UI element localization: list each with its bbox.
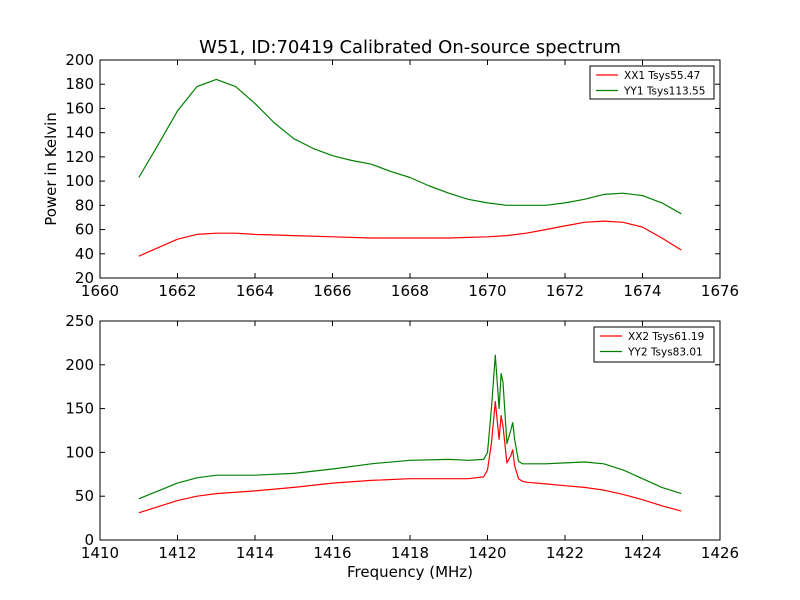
x-tick-label: 1416 [313, 544, 351, 562]
x-tick-label: 1666 [313, 282, 351, 300]
x-tick-label: 1670 [468, 282, 506, 300]
x-tick-label: 1410 [81, 544, 119, 562]
y-tick-label: 60 [75, 221, 94, 239]
y-axis-label: Power in Kelvin [42, 112, 60, 226]
x-tick-label: 1424 [623, 544, 661, 562]
x-tick-label: 1418 [391, 544, 429, 562]
series-line-1-1 [138, 220, 682, 257]
y-tick-label: 250 [65, 312, 94, 330]
y-tick-label: 50 [75, 487, 94, 505]
y-tick-label: 100 [65, 443, 94, 461]
x-tick-label: 1672 [546, 282, 584, 300]
y-tick-label: 150 [65, 400, 94, 418]
y-tick-label: 200 [65, 356, 94, 374]
legend-box-2 [593, 326, 715, 363]
series-line-2-1 [138, 401, 682, 514]
y-tick-label: 120 [65, 148, 94, 166]
y-tick-label: 0 [84, 531, 94, 549]
x-tick-label: 1420 [468, 544, 506, 562]
y-tick-label: 180 [65, 75, 94, 93]
x-tick-label: 1660 [81, 282, 119, 300]
y-tick-label: 40 [75, 245, 94, 263]
x-axis-label: Frequency (MHz) [347, 563, 473, 581]
x-tick-label: 1426 [701, 544, 739, 562]
y-tick-label: 140 [65, 124, 94, 142]
x-tick-label: 1664 [236, 282, 274, 300]
x-tick-label: 1662 [158, 282, 196, 300]
series-line-2-2 [138, 354, 682, 500]
y-tick-label: 100 [65, 172, 94, 190]
x-tick-label: 1676 [701, 282, 739, 300]
x-tick-label: 1414 [236, 544, 274, 562]
legend-label: YY2 Tsys83.01 [627, 347, 703, 359]
y-tick-label: 20 [75, 269, 94, 287]
x-tick-label: 1674 [623, 282, 661, 300]
x-tick-label: 1668 [391, 282, 429, 300]
chart-title: W51, ID:70419 Calibrated On-source spect… [199, 37, 621, 58]
legend-label: XX2 Tsys61.19 [628, 331, 704, 343]
legend-label: YY1 Tsys113.55 [623, 86, 705, 98]
series-line-1-2 [138, 78, 682, 215]
y-tick-label: 200 [65, 51, 94, 69]
x-tick-label: 1412 [158, 544, 196, 562]
y-tick-label: 160 [65, 99, 94, 117]
legend-box-1 [589, 65, 715, 100]
x-tick-label: 1422 [546, 544, 584, 562]
legend-label: XX1 Tsys55.47 [624, 70, 700, 82]
y-tick-label: 80 [75, 196, 94, 214]
